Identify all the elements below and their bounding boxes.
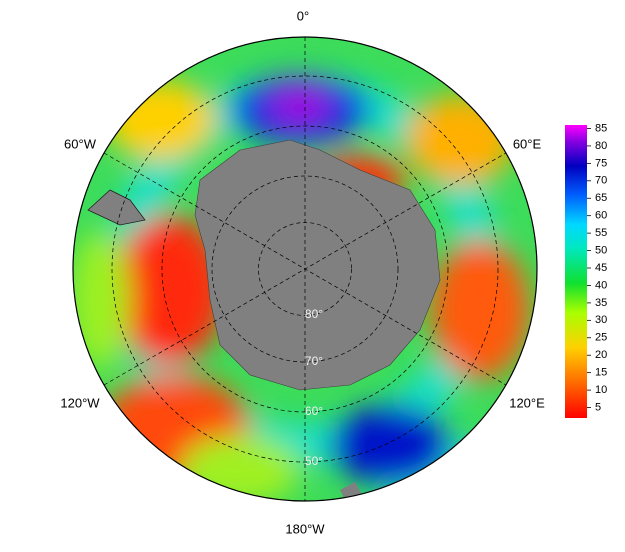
colorbar-tick-label: 45 — [595, 262, 607, 274]
latitude-label: 60° — [305, 404, 323, 418]
longitude-label: 60°E — [513, 136, 542, 151]
latitude-label: 50° — [305, 454, 323, 468]
colorbar-tick-label: 85 — [595, 122, 607, 134]
colorbar-tick-label: 40 — [595, 279, 607, 291]
colorbar: 5 10 15 20 25 30 35 40 45 50 55 60 65 70 75 80 85 — [565, 122, 607, 418]
colorbar-tick-label: 10 — [595, 384, 607, 396]
colorbar-tick-label: 55 — [595, 227, 607, 239]
colorbar-gradient — [565, 125, 587, 418]
colorbar-tick-label: 65 — [595, 192, 607, 204]
latitude-label: 70° — [305, 354, 323, 368]
data-field — [73, 37, 537, 501]
colorbar-tick-label: 70 — [595, 175, 607, 187]
colorbar-tick-label: 25 — [595, 332, 607, 344]
colorbar-tick-label: 20 — [595, 349, 607, 361]
longitude-label: 180°W — [285, 521, 325, 536]
colorbar-tick-label: 60 — [595, 210, 607, 222]
longitude-label: 60°W — [64, 136, 97, 151]
colorbar-tick-label: 30 — [595, 314, 607, 326]
longitude-label: 120°E — [509, 395, 545, 410]
latitude-labels: 80° 70° 60° 50° — [305, 307, 323, 468]
latitude-label: 80° — [305, 307, 323, 321]
longitude-label: 0° — [297, 8, 309, 23]
colorbar-tick-label: 50 — [595, 244, 607, 256]
colorbar-tick-label: 75 — [595, 157, 607, 169]
longitude-label: 120°W — [60, 395, 100, 410]
colorbar-tick-label: 15 — [595, 367, 607, 379]
colorbar-tick-label: 35 — [595, 297, 607, 309]
colorbar-tick-label: 5 — [595, 401, 601, 413]
colorbar-tick-label: 80 — [595, 140, 607, 152]
longitude-labels: 0° 60°W 60°E 120°W 120°E 180°W — [60, 8, 545, 536]
